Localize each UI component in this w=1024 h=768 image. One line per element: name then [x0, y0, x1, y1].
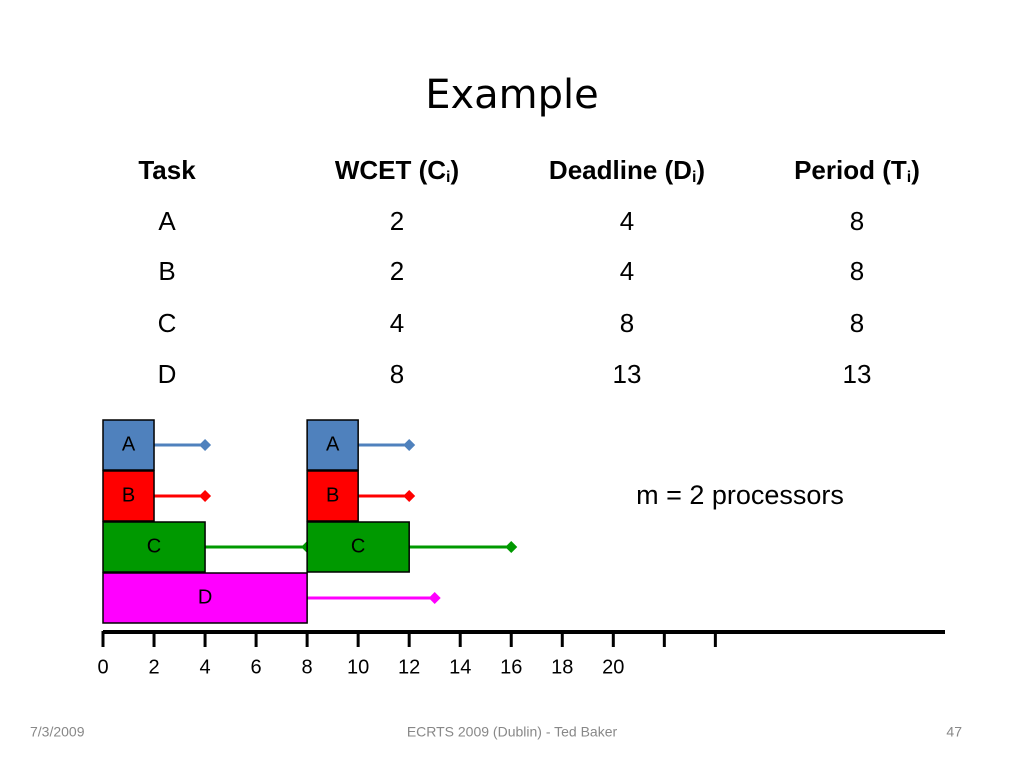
tick-label: 10: [347, 656, 369, 678]
table-cell: 8: [850, 308, 864, 338]
job-block: [306, 521, 410, 573]
job-block: [306, 419, 359, 471]
table-header: WCET (Ci): [335, 155, 459, 186]
header-tail: ): [911, 155, 920, 185]
table-cell: B: [158, 256, 175, 286]
job-block: [306, 470, 359, 522]
table-cell: 4: [620, 256, 634, 286]
table-cell: 2: [390, 206, 404, 236]
job-block: [102, 470, 155, 522]
tick-label: 6: [251, 656, 262, 678]
header-subscript: i: [692, 169, 696, 186]
deadline-marker: [505, 541, 518, 553]
tick-label: 18: [551, 656, 573, 678]
job-label: C: [147, 535, 161, 557]
annotation: m = 2 processors: [636, 480, 844, 510]
job-label: A: [326, 433, 340, 455]
job-label: B: [326, 484, 339, 506]
tick-label: 8: [302, 656, 313, 678]
job-label: B: [122, 484, 135, 506]
header-tail: ): [450, 155, 459, 185]
deadline-marker: [403, 490, 416, 502]
job-block: [102, 572, 308, 624]
job-block: [102, 419, 155, 471]
table-cell: 13: [613, 359, 642, 389]
table-cell: 4: [390, 308, 404, 338]
tick-label: 20: [602, 656, 624, 678]
table-cell: D: [158, 359, 177, 389]
header-text: Task: [138, 155, 196, 185]
table-header: Task: [138, 155, 196, 185]
header-tail: ): [696, 155, 705, 185]
tick-label: 2: [148, 656, 159, 678]
footer-page: 47: [946, 724, 962, 740]
table-cell: C: [158, 308, 177, 338]
table-cell: A: [158, 206, 176, 236]
table-cell: 8: [850, 206, 864, 236]
footer-date: 7/3/2009: [30, 724, 85, 740]
table-cell: 8: [390, 359, 404, 389]
table-header: Period (Ti): [794, 155, 920, 186]
tick-label: 16: [500, 656, 522, 678]
tick-label: 0: [97, 656, 108, 678]
header-subscript: i: [446, 169, 450, 186]
table-cell: 8: [620, 308, 634, 338]
footer-center: ECRTS 2009 (Dublin) - Ted Baker: [407, 724, 618, 740]
header-text: Deadline (D: [549, 155, 692, 185]
header-text: WCET (C: [335, 155, 446, 185]
deadline-marker: [428, 592, 441, 604]
job-label: D: [198, 586, 212, 608]
tick-label: 12: [398, 656, 420, 678]
job-label: C: [351, 535, 365, 557]
table-cell: 13: [843, 359, 872, 389]
job-label: A: [122, 433, 136, 455]
table-header: Deadline (Di): [549, 155, 705, 186]
job-block: [102, 521, 206, 573]
deadline-marker: [199, 490, 212, 502]
table-cell: 2: [390, 256, 404, 286]
table-cell: 8: [850, 256, 864, 286]
header-text: Period (T: [794, 155, 907, 185]
tick-label: 4: [199, 656, 210, 678]
deadline-marker: [199, 439, 212, 451]
slide-title: Example: [425, 72, 599, 118]
deadline-marker: [403, 439, 416, 451]
table-cell: 4: [620, 206, 634, 236]
header-subscript: i: [907, 169, 911, 186]
tick-label: 14: [449, 656, 471, 678]
